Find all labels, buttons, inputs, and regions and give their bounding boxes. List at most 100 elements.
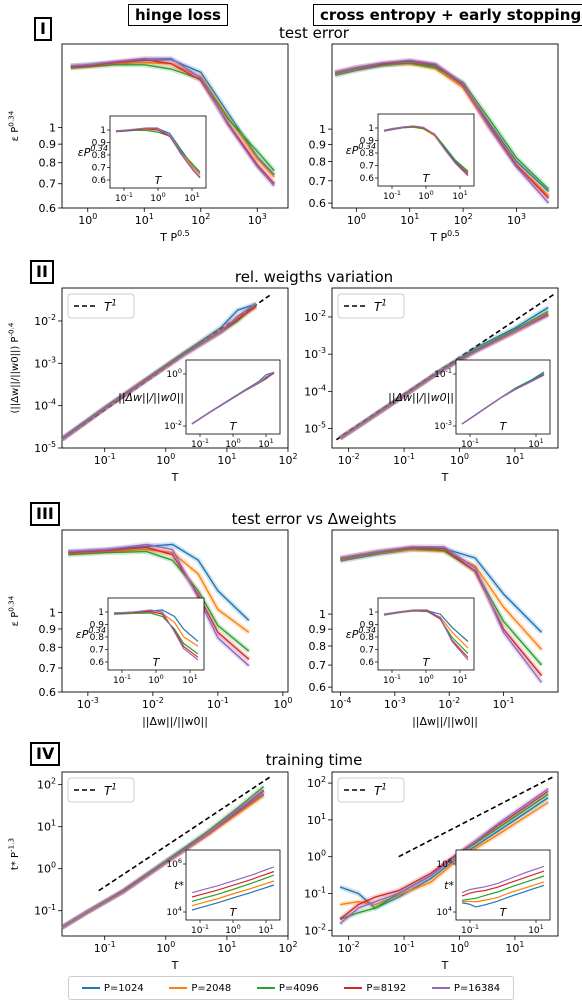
panel-iv-right-inset-xtick-label: 101 <box>528 923 544 936</box>
panel-i-left-ylabel: ε P0.34 <box>7 110 22 141</box>
panel-i-left <box>58 43 289 212</box>
panel-i-right-xtick-label: 102 <box>454 212 473 227</box>
panel-iv-left-ytick-label: 101 <box>37 819 56 834</box>
panel-iv-left-series-p16384 <box>61 789 265 928</box>
panel-ii-right-xtick-label: 101 <box>505 452 524 467</box>
panel-iii-right-xtick-label: 10-1 <box>493 696 515 711</box>
panel-i-left-inset-xtick-label: 10-1 <box>115 191 133 204</box>
panel-iv-right-xtick-label: 10-2 <box>338 940 360 955</box>
panel-iv-right-xtick-label: 101 <box>505 940 524 955</box>
panel-i-right-ytick-label: 1 <box>319 123 326 136</box>
legend-item-p4096: P=4096 <box>256 983 319 994</box>
panel-iii-right-inset-ylabel: εP0.34 <box>346 626 376 641</box>
row-label-4: IV <box>30 742 61 766</box>
panel-ii-right-series-p16384 <box>339 314 549 439</box>
panel-iii-left-inset-ylabel: εP0.34 <box>76 626 106 641</box>
panel-ii-left-inset-xtick-label: 100 <box>225 437 241 450</box>
panel-ii-left-series-p1024 <box>61 303 257 439</box>
panel-ii-right-inset-xtick-label: 101 <box>528 437 544 450</box>
panel-ii-right-xtick-label: 10-2 <box>338 452 360 467</box>
legend-line-p2048 <box>169 987 188 989</box>
panel-iv-left-xtick-label: 100 <box>156 940 175 955</box>
panel-ii-left-ref-legend <box>67 293 135 319</box>
panel-iv-left-inset-ylabel: t* <box>174 879 184 892</box>
panel-i-right-inset-xtick-label: 101 <box>452 189 468 202</box>
panel-iii-right-inset-ytick-label: 0.9 <box>360 621 375 631</box>
panel-i-right-inset-ytick-label: 1 <box>368 124 374 134</box>
panel-ii-left-inset-ytick-label: 10-2 <box>164 419 182 432</box>
panel-i-right-inset-ylabel: εP0.34 <box>346 142 376 157</box>
panel-iv-left-inset-series-p1024 <box>191 884 275 911</box>
panel-iv-left-ylabel: t* P-1.3 <box>7 838 22 870</box>
panel-iv-left-ref-legend-label: T1 <box>104 783 117 798</box>
panel-iii-left-xtick-label: 10-3 <box>77 696 99 711</box>
panel-ii-left-ytick-label: 10-3 <box>34 355 56 370</box>
panel-ii-left-inset-xtick-label: 101 <box>258 437 274 450</box>
panel-i-right-xtick-label: 100 <box>347 212 366 227</box>
legend-label-p8192: P=8192 <box>366 982 407 994</box>
panel-iii-left-inset-ytick-label: 0.7 <box>90 646 104 656</box>
panel-iii-right-inset-xlabel: T <box>423 656 431 669</box>
panel-iii-right-inset <box>375 597 475 673</box>
panel-iv-right-series-p8192 <box>339 790 549 920</box>
panel-iii-left-ytick-label: 0.9 <box>39 623 57 636</box>
panel-iv-left-frame <box>61 771 289 937</box>
row-title-1: test error <box>279 24 349 42</box>
panel-iii-left-inset-ytick-label: 0.6 <box>90 658 105 668</box>
panel-iii-right-series-p16384 <box>340 546 543 683</box>
panel-ii-left-ytick-label: 10-5 <box>34 440 56 455</box>
panel-ii-left-ytick-label: 10-2 <box>34 313 56 328</box>
panel-iv-right-inset-series-p8192 <box>461 870 545 897</box>
panel-ii-left-ytick-label: 10-4 <box>34 398 56 413</box>
panel-i-left-inset-ytick-label: 0.9 <box>92 139 107 149</box>
panel-iv-left-inset-series-p8192 <box>191 870 275 898</box>
panel-iv-right-ytick-label: 101 <box>307 812 326 827</box>
panel-i-left-inset-ytick-label: 1 <box>100 126 106 136</box>
panel-iii-left-series-p8192 <box>68 546 250 660</box>
panel-i-left-inset-xlabel: T <box>155 174 163 187</box>
panel-iv-left-inset-series-p4096 <box>191 874 275 902</box>
panel-ii-left-series-p16384 <box>61 302 257 440</box>
panel-i-right <box>328 43 559 212</box>
panel-iv-left-inset-xtick-label: 10-1 <box>191 923 209 936</box>
legend-item-p16384: P=16384 <box>431 983 500 994</box>
panel-ii-left-inset-ylabel: ||Δw||/||w0|| <box>118 391 184 404</box>
panel-iv-left-inset <box>183 849 281 923</box>
panel-iii-right-xtick-label: 10-2 <box>438 696 460 711</box>
panel-i-left-series-p8192 <box>70 58 275 185</box>
panel-iii-right-ytick-label: 0.9 <box>309 623 327 636</box>
panel-i-right-series-p16384 <box>334 59 550 204</box>
panel-i-left-xtick-label: 101 <box>135 212 154 227</box>
panel-iv-left-ytick-label: 10-1 <box>34 903 56 918</box>
legend-item-p2048: P=2048 <box>169 983 231 994</box>
row-label-3: III <box>30 502 60 526</box>
column-header-right: cross entropy + early stopping <box>313 4 582 26</box>
legend-line-p16384 <box>431 987 450 989</box>
row-label-1: I <box>34 17 52 41</box>
panel-ii-right-xtick-label: 100 <box>450 452 469 467</box>
panel-iv-right-ytick-label: 100 <box>307 849 326 864</box>
legend: P=1024 P=2048 P=4096 P=8192 P=16384 <box>68 976 514 1000</box>
panel-iii-right-inset-ytick-label: 0.7 <box>360 646 374 656</box>
panel-iii-left <box>58 529 289 696</box>
panel-iii-left-inset-xtick-label: 101 <box>182 673 198 686</box>
panel-iv-left-reference-line <box>98 776 271 892</box>
panel-i-left-series-p4096 <box>70 64 275 172</box>
panel-iii-left-inset-xlabel: T <box>153 656 161 669</box>
panel-iv-right-xtick-label: 10-1 <box>393 940 415 955</box>
panel-iii-right-inset-xtick-label: 10-1 <box>383 673 401 686</box>
panel-i-left-ytick-label: 0.7 <box>39 178 57 191</box>
panel-iv-right-ytick-label: 102 <box>307 775 326 790</box>
panel-ii-right-inset-series-p16384 <box>461 374 545 425</box>
panel-iii-right-xtick-label: 10-4 <box>329 696 351 711</box>
panel-iii-left-xtick-label: 10-1 <box>207 696 229 711</box>
panel-iv-right-xlabel: T <box>441 959 449 972</box>
row-label-2: II <box>30 260 54 284</box>
panel-i-right-xtick-label: 103 <box>507 212 526 227</box>
panel-iii-left-inset <box>105 597 205 673</box>
panel-iii-left-inset-ytick-label: 0.9 <box>90 621 105 631</box>
panel-iii-right-inset-series-p16384 <box>383 609 469 661</box>
panel-iv-right-inset-xlabel: T <box>500 906 508 919</box>
panel-ii-left-xtick-label: 10-1 <box>94 452 116 467</box>
